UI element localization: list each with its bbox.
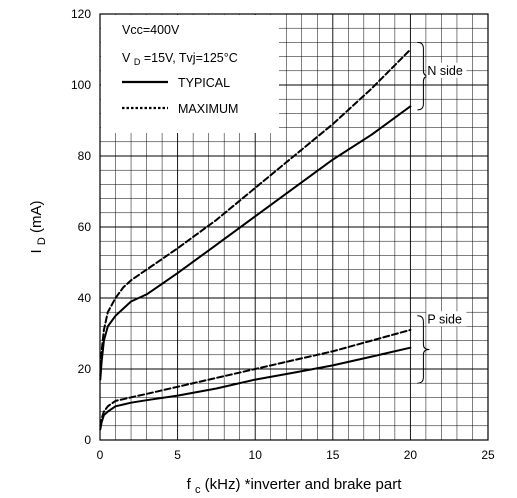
legend-condition-vd: V D =15V, Tvj=125°C [122, 51, 238, 68]
series-layer [99, 48, 412, 431]
y-tick-labels: 0 20 40 60 80 100 120 [71, 7, 91, 447]
y-axis-label-rest: (mA) [28, 201, 45, 234]
legend-label-typical: TYPICAL [178, 76, 230, 90]
series-p-side-dashed [99, 328, 412, 427]
annotation-p-side-brace [417, 315, 430, 384]
annotation-p-side-background [426, 311, 467, 327]
annotation-n-side-label: N side [427, 64, 462, 78]
series-p-side-solid [99, 346, 412, 431]
y-tick-label: 100 [71, 78, 91, 92]
x-tick-label: 10 [249, 448, 263, 462]
y-tick-label: 40 [78, 291, 92, 305]
legend-condition-vd-subscript: D [134, 57, 141, 67]
x-tick-label: 15 [326, 448, 340, 462]
x-axis-label-subscript: c [195, 484, 201, 496]
legend-background [101, 15, 279, 133]
series-n-side-solid [99, 105, 412, 381]
annotation-p-side: P side [417, 311, 467, 384]
x-axis-label: f c (kHz) *inverter and brake part [187, 476, 403, 497]
series-n-side-dashed [99, 48, 412, 378]
x-tick-labels: 0 5 10 15 20 25 [97, 448, 495, 462]
y-axis-label: I D (mA) [28, 201, 49, 254]
y-tick-label: 20 [78, 362, 92, 376]
annotation-p-side-label: P side [427, 312, 462, 326]
y-tick-label: 120 [71, 7, 91, 21]
legend-condition-vcc-text: Vcc=400V [122, 23, 180, 37]
legend-condition-vd-rest: =15V, Tvj=125°C [144, 51, 238, 65]
x-tick-label: 25 [481, 448, 495, 462]
y-axis-label-main: I [28, 249, 45, 253]
x-tick-label: 5 [174, 448, 181, 462]
legend-label-maximum: MAXIMUM [178, 102, 238, 116]
y-axis-label-subscript: D [36, 237, 48, 245]
plot-frame [99, 13, 489, 441]
y-tick-label: 60 [78, 220, 92, 234]
annotation-n-side: N side [417, 41, 467, 111]
x-tick-label: 0 [97, 448, 104, 462]
legend-condition-vd-main: V [122, 51, 131, 65]
y-tick-label: 0 [84, 433, 91, 447]
legend-condition-vcc: Vcc=400V [122, 23, 180, 37]
legend: Vcc=400V V D =15V, Tvj=125°C TYPICAL MAX… [101, 15, 279, 133]
y-tick-label: 80 [78, 149, 92, 163]
x-axis-label-main: f [187, 476, 192, 493]
x-tick-label: 20 [404, 448, 418, 462]
x-axis-label-rest: (kHz) *inverter and brake part [205, 476, 403, 493]
annotation-n-side-background [426, 62, 467, 78]
